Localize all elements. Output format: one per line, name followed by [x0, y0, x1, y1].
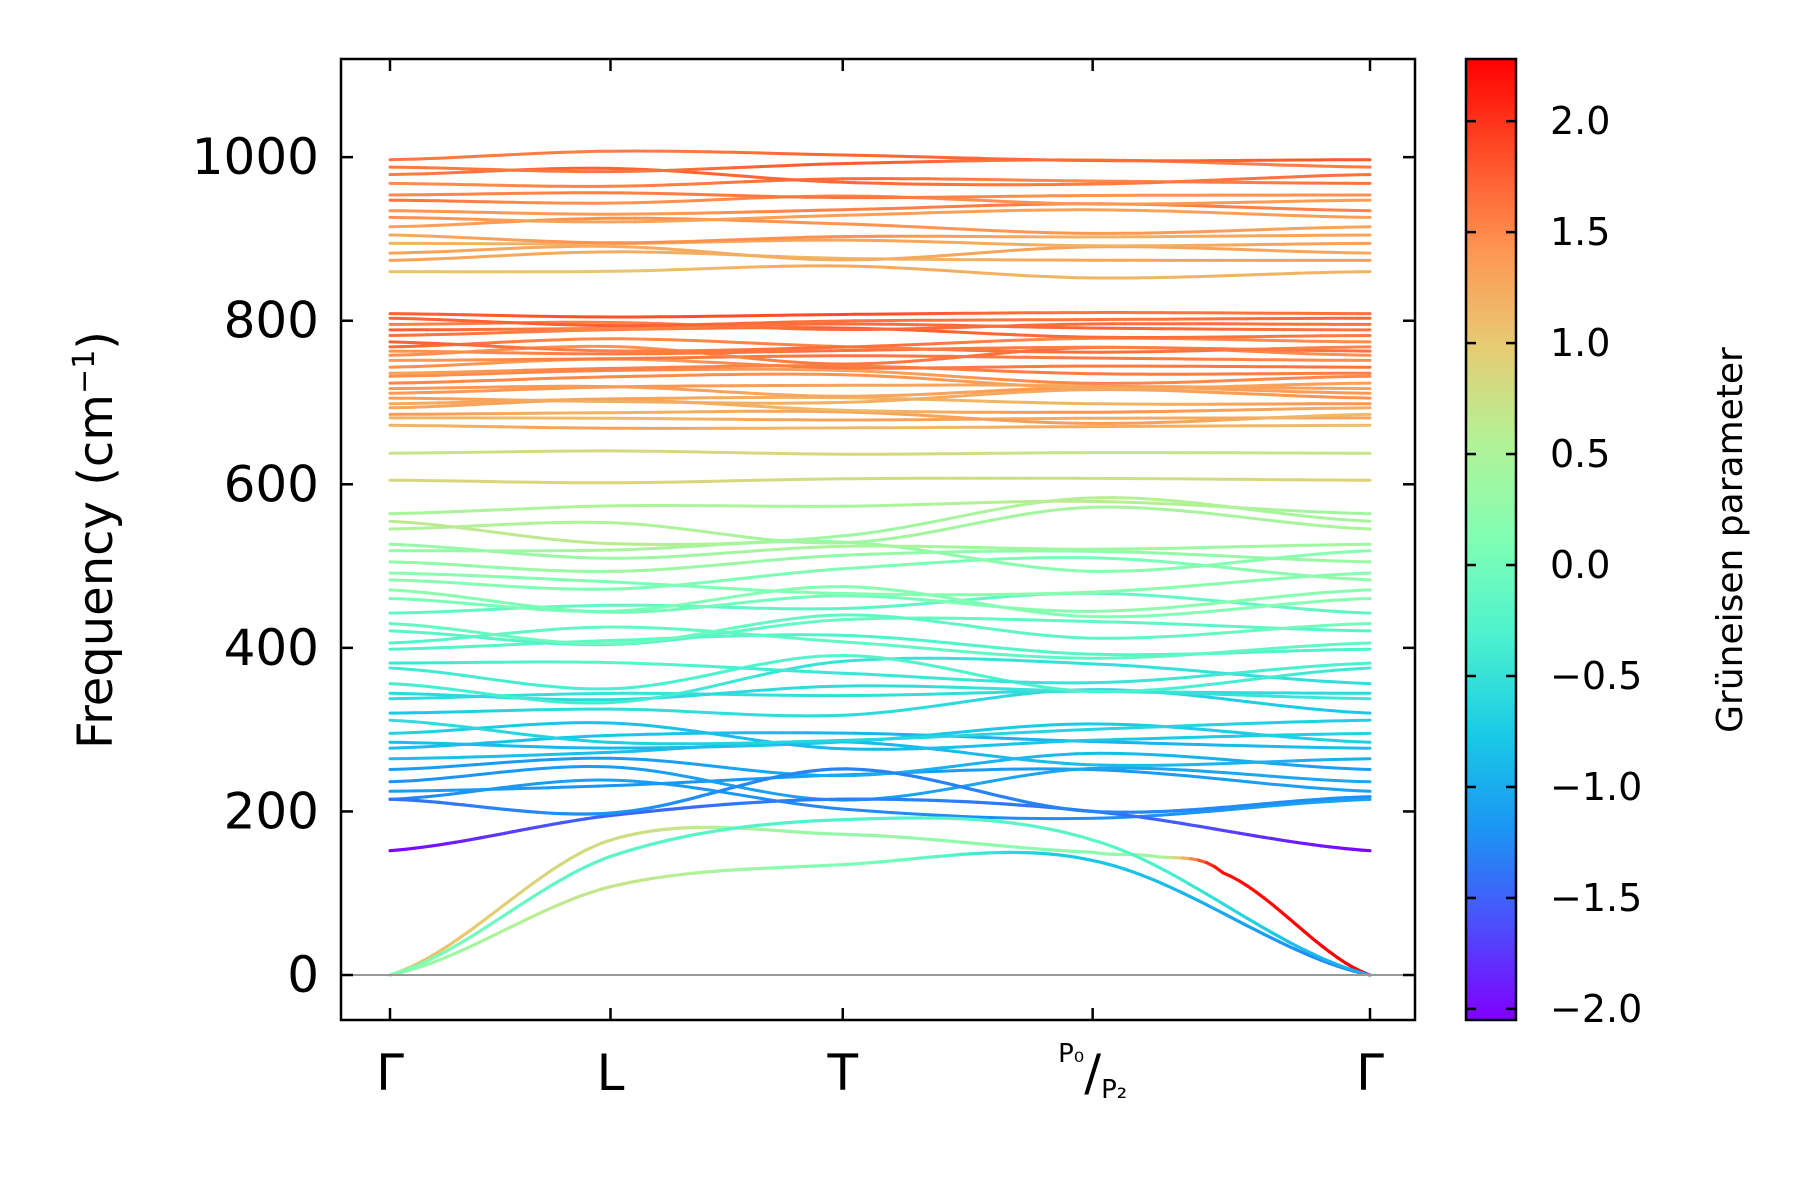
y-tick-label: 400 [224, 619, 319, 677]
optical-200-600-band [388, 588, 1372, 614]
optical-200-600-band [388, 496, 1372, 546]
colorbar-tick-label: −1.5 [1550, 876, 1642, 920]
optical-670-840-band [388, 395, 1372, 406]
y-tick-label: 0 [287, 946, 319, 1004]
x-tick-label: P₀/P₂ [1058, 1039, 1127, 1105]
optical-200-600-band [388, 688, 1372, 718]
optical-200-600-band [388, 585, 1372, 619]
colorbar-tick-label: 2.0 [1550, 99, 1610, 143]
optical-850-1070-band [388, 149, 1372, 163]
x-tick-label: L [597, 1044, 625, 1102]
y-tick-label: 1000 [192, 128, 319, 186]
colorbar-tick-label: 0.5 [1550, 432, 1610, 476]
x-tick-label: T [826, 1044, 858, 1102]
optical-200-600-band [388, 684, 1372, 702]
optical-850-1070-band [388, 250, 1372, 262]
optical-670-840-band [388, 354, 1372, 362]
optical-670-840-band [388, 336, 1372, 353]
optical-850-1070-band [388, 208, 1372, 224]
optical-600-650-band [388, 476, 1372, 485]
band-lines [388, 149, 1372, 977]
y-tick-label: 600 [224, 455, 319, 513]
optical-850-1070-band [388, 166, 1372, 187]
optical-200-600-band [388, 721, 1372, 751]
optic-low-1 [388, 797, 1372, 853]
y-tick-label: 800 [224, 292, 319, 350]
colorbar-tick-label: −2.0 [1550, 987, 1642, 1031]
colorbar-tick-label: −1.0 [1550, 765, 1642, 809]
optical-670-840-band [388, 423, 1372, 430]
acoustic-2 [388, 850, 1372, 977]
optic-low-2 [388, 767, 1372, 816]
colorbar-tick-label: 0.0 [1550, 543, 1610, 587]
x-tick-label: Γ [376, 1044, 404, 1102]
optical-600-650-band [388, 449, 1372, 456]
axis-ticks: 0 200 400 600 800 1000 Γ L T P₀/P₂ Γ [192, 59, 1415, 1105]
optical-200-600-band [388, 571, 1372, 597]
optical-850-1070-band [388, 233, 1372, 245]
colorbar-ticks: 2.0 1.5 1.0 0.5 0.0 −0.5 −1.0 −1.5 −2.0 [1466, 99, 1642, 1031]
x-tick-label: Γ [1356, 1044, 1384, 1102]
optical-200-600-band [388, 505, 1372, 545]
y-axis-label-text: Frequency (cm [68, 394, 124, 749]
colorbar [1464, 57, 1518, 1022]
optical-670-840-band [388, 372, 1372, 390]
optical-200-600-band [388, 542, 1372, 560]
optical-200-600-band [388, 613, 1372, 646]
optical-850-1070-band [388, 194, 1372, 206]
y-axis-label: Frequency (cm−1) [67, 331, 124, 749]
optical-200-600-band [388, 718, 1372, 746]
colorbar-tick-label: 1.0 [1550, 321, 1610, 365]
y-axis-label-superscript: −1 [67, 350, 102, 394]
colorbar-label: Grüneisen parameter [1710, 347, 1751, 733]
colorbar-tick-label: −0.5 [1550, 654, 1642, 698]
optical-670-840-band [388, 367, 1372, 385]
acoustic-3 [388, 816, 1372, 977]
optical-850-1070-band [388, 264, 1372, 280]
acoustic-1 [388, 825, 1372, 977]
optical-850-1070-band [388, 191, 1372, 200]
optical-670-840-band [388, 322, 1372, 332]
optical-200-600-band [388, 549, 1372, 573]
optical-670-840-band [388, 311, 1372, 319]
y-tick-label: 200 [224, 782, 319, 840]
optical-200-600-band [388, 660, 1372, 685]
optical-200-600-band [388, 654, 1372, 693]
optical-670-840-band [388, 388, 1372, 405]
optical-200-600-band [388, 499, 1372, 516]
y-axis-label-close: ) [68, 331, 124, 350]
plot-frame [339, 57, 1417, 1022]
optical-200-600-band [388, 656, 1372, 705]
colorbar-tick-label: 1.5 [1550, 210, 1610, 254]
optical-670-840-band [388, 316, 1372, 328]
optical-670-840-band [388, 409, 1372, 425]
